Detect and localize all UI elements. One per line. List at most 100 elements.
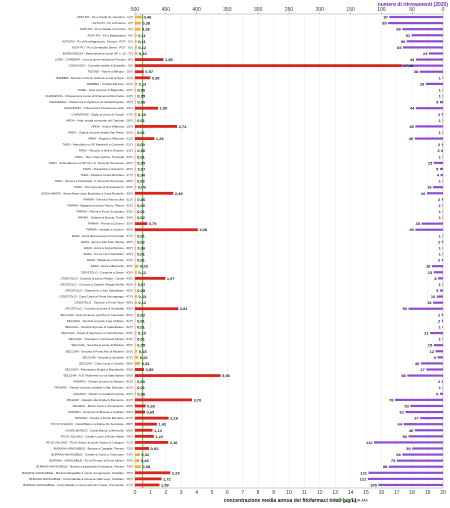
count-bar <box>408 307 443 310</box>
count-label: 3 <box>437 148 440 153</box>
value-label: 0,46 <box>144 15 153 20</box>
x-axis-title: concentrazione media annua dei fitofarma… <box>224 498 357 504</box>
count-bar <box>425 82 443 85</box>
count-bar <box>408 435 443 438</box>
value-label: 0,22 <box>140 355 149 360</box>
count-label: 75 <box>391 458 396 463</box>
chart-row-9: CONA/CIDA - Conca/la sorella di Zavatell… <box>69 63 443 68</box>
chart-row-41: ENZA - Maddone a Sorbolo - 41(*) 2 0,01 <box>87 258 443 263</box>
bottom-tick-label-0: 0 <box>134 490 137 496</box>
chart-row-42: ENZA - Enza a Brescello - 42(*) 18 0,23 <box>91 264 443 269</box>
count-label: 105 <box>370 482 377 487</box>
chart-row-55: SECCHIA - Secchia al ponte di Rubiera - … <box>71 343 443 348</box>
chart-row-27: TARO - Parola a Costa Mezzana - 27(*) 4 0,… <box>80 173 443 178</box>
row-label: LORA - CARDENA - Lora al ponte strada pe… <box>55 58 133 62</box>
top-tick-label-4: 300 <box>254 7 263 13</box>
count-bar <box>414 429 443 432</box>
conc-bar <box>135 471 171 475</box>
row-label: ARDA - Ongina a Villanova - 21(*) <box>88 137 133 141</box>
count-bar <box>394 398 443 401</box>
chart-row-53: SECCHIA - Fossa di Spezzano a Colombaron… <box>61 331 443 336</box>
row-label: TARO - Stirone a Fontanelle, S. Secondo … <box>55 179 133 183</box>
value-label: 0,01 <box>137 209 146 214</box>
count-bar <box>402 453 443 456</box>
count-label: 87 <box>383 15 388 20</box>
conc-bar <box>135 483 160 487</box>
count-label: 1 <box>439 215 442 220</box>
chart-row-56: SECCHIA - Secchia a Ponte Alto di Modena… <box>65 349 443 354</box>
value-label: 0,03 <box>137 203 146 208</box>
value-label: 1,14 <box>154 428 163 433</box>
chart-row-73: BURANA-NAVIGABILE - Canale di Cento a Ca… <box>51 452 443 457</box>
chart-row-28: TARO - Stirone a Fontanelle, S. Secondo … <box>55 179 443 184</box>
conc-bar <box>135 447 150 450</box>
row-label: PARMA - Parma a Parma città - 31(*) <box>84 197 133 201</box>
row-label: SECCHIA - Secchia al ponte Lugo di Baiso… <box>67 319 133 323</box>
count-label: 56 <box>403 434 408 439</box>
count-label: 15 <box>428 270 433 275</box>
conc-bar <box>135 155 136 159</box>
count-bar <box>388 465 443 468</box>
conc-bar <box>135 204 136 207</box>
chart-row-30: SISSA-ABATE - Sissa-Abate dopo Borghetto… <box>41 191 443 196</box>
top-tick-label-9: 50 <box>409 7 415 13</box>
chart-row-14: CHIAVENNA - Chiavenna a monte di Chiaven… <box>45 94 443 99</box>
value-label: 0,12 <box>138 45 147 50</box>
count-bar <box>442 210 443 213</box>
count-label: 5 <box>436 391 439 396</box>
conc-bar <box>135 434 154 438</box>
count-bar <box>436 295 443 298</box>
conc-bar <box>135 331 137 335</box>
count-label: 89 <box>382 21 387 26</box>
conc-bar <box>135 240 136 244</box>
chart-row-49: CROSTOLO - Crostolo al ponte di Guastall… <box>65 306 443 311</box>
value-label: 0,04 <box>137 173 146 178</box>
chart-row-8: LORA - CARDENA - Lora al ponte strada pe… <box>55 57 443 62</box>
chart-row-5: ASTA PO - Po a Pontelagoscuro, Ferrara -… <box>62 39 443 44</box>
chart-row-62: PANARO - Panaro al ponte ciclabile a San… <box>55 385 443 390</box>
bottom-tick-label-18: 18 <box>409 490 415 496</box>
count-bar <box>442 246 443 250</box>
chart-row-43: CROSTOLO - Campola a Sesso - 43(*) 15 0,12 <box>81 270 443 275</box>
row-label: BURANA - NAVIGABILE - Po di Primaro a Po… <box>50 459 133 463</box>
count-label: 5 <box>436 166 439 171</box>
conc-bar <box>135 33 137 37</box>
chart-row-33: PARMA - Parma a Ponte Scodogna - 33(*) 1 0… <box>77 209 443 214</box>
row-label: PANARO - Panaro al ponte ciclabile a San… <box>55 386 133 390</box>
conc-bar <box>135 355 139 359</box>
value-label: 0,12 <box>138 300 147 305</box>
count-bar <box>426 368 443 371</box>
bottom-tick-label-3: 3 <box>180 490 183 496</box>
count-label: 26 <box>421 191 426 196</box>
count-label: 1 <box>439 75 442 80</box>
conc-bar <box>135 337 136 341</box>
row-label: CROSTOLO - Crostolo al ponte Rivalta - C… <box>61 276 133 280</box>
bottom-tick-label-14: 14 <box>348 490 354 496</box>
conc-bar <box>135 313 136 317</box>
bottom-tick-label-1: 1 <box>149 490 152 496</box>
value-label: 4,08 <box>199 227 208 232</box>
count-bar <box>442 94 443 98</box>
count-label: 35 <box>415 221 420 226</box>
grid-lines <box>134 13 444 489</box>
row-label: SECCHIA - Cavo Lama a Casette - 58(*) <box>79 361 133 365</box>
top-tick-label-7: 150 <box>346 7 355 13</box>
row-label: ASTA PO - Po a Pinerolo - 2(*) <box>92 21 133 25</box>
row-label: PANARO - Panaro in località la Fossa - 6… <box>74 392 133 396</box>
value-label: 0,05 <box>137 94 146 99</box>
value-label: 0,38 <box>142 464 151 469</box>
count-bar <box>442 76 443 79</box>
row-label: PARMA - Parma a Colorno - 35(*) <box>88 222 133 226</box>
count-label: 2 <box>438 197 441 202</box>
row-label: CONA/CIDA - Conca/la sorella di Zavatell… <box>69 64 133 68</box>
count-label: 61 <box>399 410 404 415</box>
chart-row-39: ENZA - Enza a Sorga Bottone - 39(*) 1 0,06 <box>84 245 443 250</box>
count-label: 2 <box>438 142 441 147</box>
count-label: 88 <box>383 464 388 469</box>
row-label: ENZA - Enza a Brescello - 42(*) <box>91 264 133 268</box>
conc-bar <box>135 319 136 323</box>
chart-row-3: ASTA PO - Po a Casale di Coniolo - 3(*) 6… <box>80 27 443 32</box>
chart-row-64: PANARO - Naviglio alla briglia di Bompor… <box>67 397 443 402</box>
bottom-tick-label-15: 15 <box>363 490 369 496</box>
value-label: 0,03 <box>137 312 146 317</box>
